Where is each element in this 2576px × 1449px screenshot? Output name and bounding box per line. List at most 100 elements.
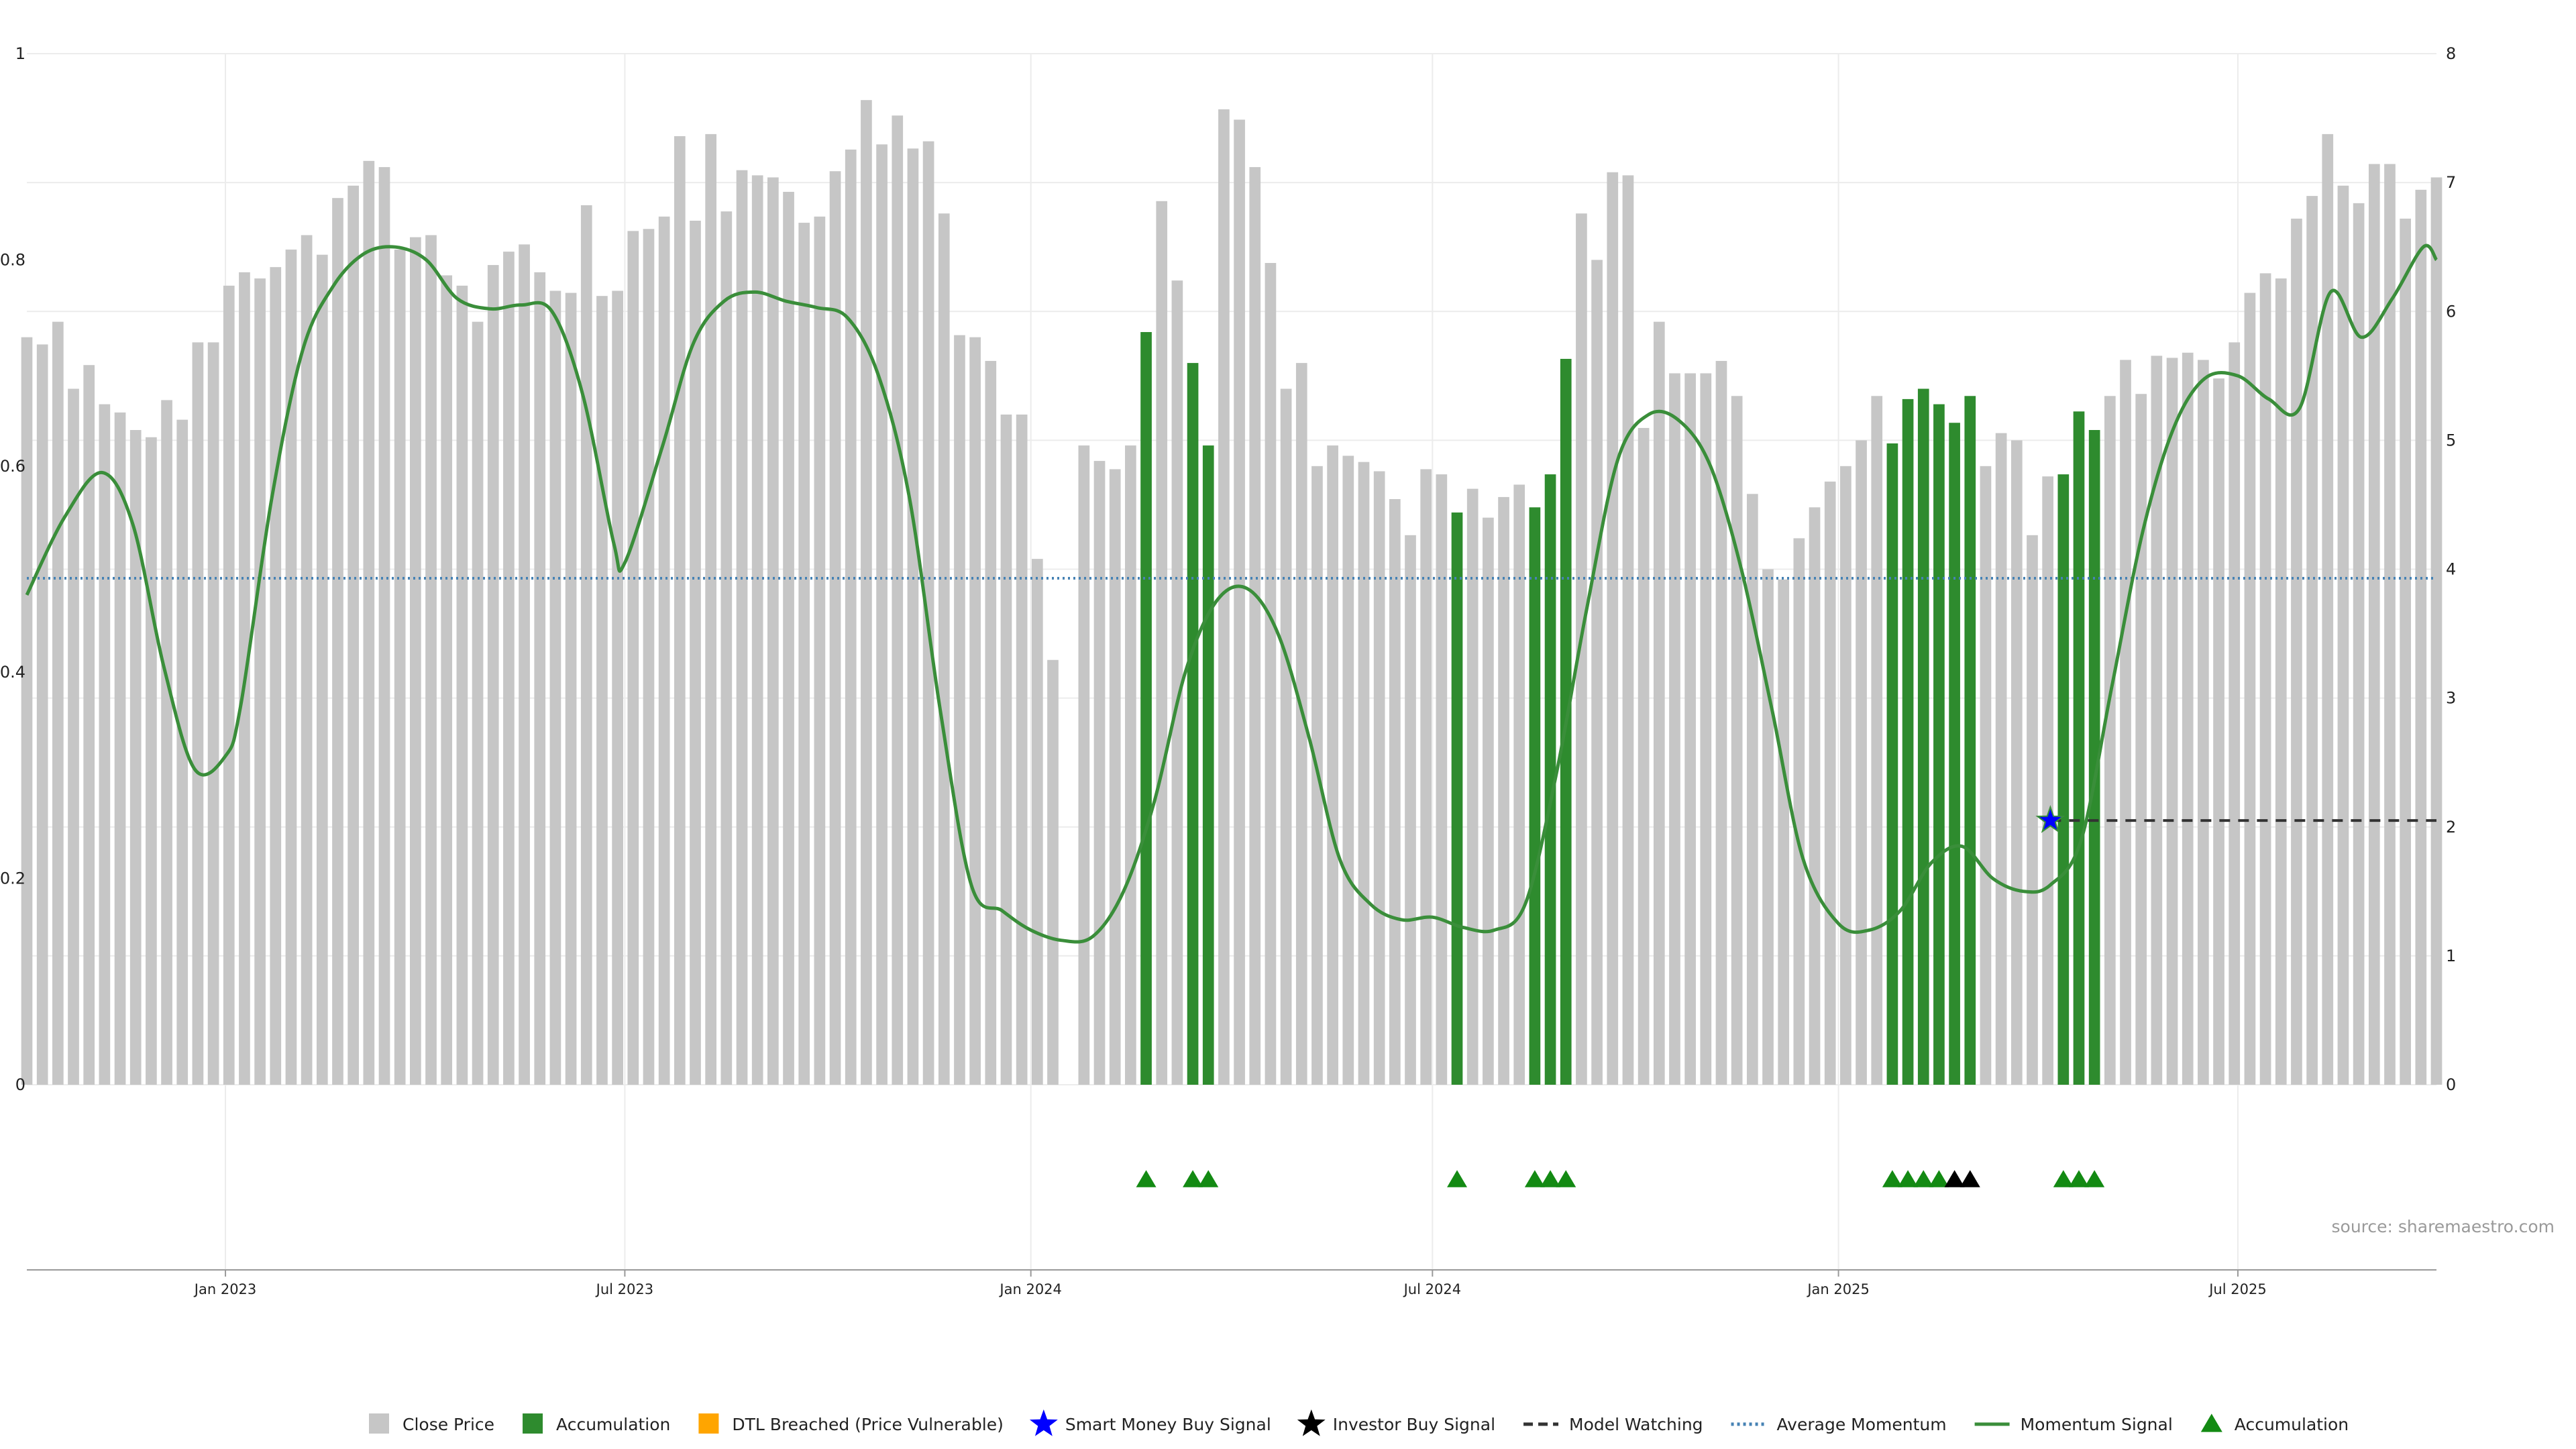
close-price-bar: [1420, 469, 1432, 1085]
close-price-bar: [751, 175, 763, 1085]
y-right-tick-label: 4: [2446, 560, 2456, 579]
close-price-bar: [1373, 471, 1385, 1085]
close-price-bar: [2104, 396, 2116, 1085]
legend-label: Smart Money Buy Signal: [1065, 1415, 1271, 1434]
close-price-bar: [1591, 260, 1603, 1085]
y-right-tick-label: 2: [2446, 818, 2456, 837]
close-price-bar: [861, 100, 872, 1085]
legend-label: Accumulation: [556, 1415, 670, 1434]
legend-item: Accumulation: [523, 1413, 670, 1434]
source-credit: source: sharemaestro.com: [2332, 1217, 2555, 1236]
close-price-bar: [1280, 388, 1292, 1085]
close-price-bar: [2027, 535, 2038, 1085]
close-price-bar: [487, 265, 499, 1085]
x-tick-label: Jan 2023: [193, 1281, 257, 1297]
close-price-bar: [2198, 360, 2209, 1085]
close-price-bar: [83, 365, 95, 1085]
y-left-tick-label: 0.6: [0, 457, 25, 476]
close-price-bar: [2259, 273, 2271, 1085]
close-price-bar: [985, 361, 997, 1085]
close-price-bar: [1622, 175, 1634, 1085]
close-price-bar: [1607, 172, 1619, 1085]
legend-label: DTL Breached (Price Vulnerable): [732, 1415, 1003, 1434]
close-price-bar: [1405, 535, 1416, 1085]
close-price-bar: [223, 285, 235, 1085]
close-price-bar: [2151, 356, 2163, 1085]
close-price-bar: [1513, 484, 1525, 1085]
close-price-bar: [456, 285, 468, 1085]
close-price-bar: [2368, 164, 2380, 1085]
x-tick-label: Jul 2023: [595, 1281, 653, 1297]
close-price-bar: [565, 292, 577, 1085]
close-price-bar: [1000, 414, 1012, 1085]
legend-item: Model Watching: [1523, 1415, 1703, 1434]
accumulation-bar: [1544, 474, 1556, 1085]
close-price-bar: [270, 267, 282, 1085]
close-price-bar: [1669, 373, 1680, 1085]
close-price-bar: [534, 272, 546, 1085]
accumulation-marker: [2068, 1170, 2089, 1187]
accumulation-bar: [2057, 474, 2070, 1085]
close-price-bar: [814, 216, 826, 1085]
accumulation-marker: [1540, 1170, 1561, 1187]
close-price-bars: [21, 100, 2443, 1085]
close-price-bar: [1809, 507, 1821, 1085]
close-price-bar: [643, 229, 655, 1085]
close-price-bar: [378, 167, 390, 1085]
close-price-bar: [207, 342, 219, 1085]
legend-label: Average Momentum: [1777, 1415, 1947, 1434]
y-right-tick-label: 5: [2446, 431, 2456, 449]
close-price-bar: [1576, 213, 1587, 1085]
legend-item: Investor Buy Signal: [1297, 1409, 1495, 1436]
x-tick-label: Jul 2024: [1403, 1281, 1461, 1297]
accumulation-bar: [2073, 411, 2085, 1085]
close-price-bar: [99, 404, 111, 1085]
close-price-bar: [1746, 494, 1758, 1085]
legend-item: DTL Breached (Price Vulnerable): [698, 1413, 1004, 1434]
close-price-bar: [549, 290, 561, 1085]
legend-swatch: [698, 1413, 719, 1434]
close-price-bar: [845, 149, 857, 1085]
chart-axes: 0 0.2 0.4 0.6 0.8 1 0 1 2 3 4 5 6 7 8 Jan 2023 Jul 2023 J…: [0, 44, 2456, 1297]
accumulation-bar: [1529, 507, 1541, 1085]
close-price-bar: [2430, 177, 2443, 1085]
close-price-bar: [1483, 517, 1494, 1085]
close-price-bar: [2337, 185, 2349, 1085]
close-price-bar: [2182, 352, 2194, 1085]
close-price-bar: [1109, 469, 1121, 1085]
close-price-bar: [2400, 218, 2411, 1085]
close-price-bar: [1778, 579, 1790, 1085]
y-left-tick-label: 0: [15, 1075, 25, 1094]
x-tick-label: Jan 2025: [1806, 1281, 1870, 1297]
close-price-bar: [410, 237, 421, 1085]
accumulation-bar: [1902, 398, 1914, 1085]
close-price-bar: [1389, 498, 1401, 1085]
accumulation-bar: [1140, 331, 1152, 1085]
close-price-bar: [1358, 462, 1370, 1085]
accumulation-bar: [1964, 396, 1976, 1085]
legend-triangle-icon: [2200, 1413, 2222, 1432]
y-left-tick-label: 0.2: [0, 869, 25, 888]
accumulation-marker: [1913, 1170, 1934, 1187]
close-price-bar: [2275, 278, 2287, 1085]
close-price-bar: [658, 216, 670, 1085]
close-price-bar: [1856, 440, 1867, 1085]
legend-item: Momentum Signal: [1974, 1415, 2173, 1434]
close-price-bar: [674, 136, 686, 1085]
accumulation-bar: [1949, 423, 1960, 1085]
close-price-bar: [783, 191, 794, 1085]
close-price-bar: [2306, 196, 2318, 1085]
close-price-bar: [876, 144, 888, 1085]
close-price-bar: [1466, 488, 1479, 1085]
close-price-bar: [892, 115, 904, 1085]
close-price-bar: [394, 250, 406, 1085]
legend-item: Smart Money Buy Signal: [1029, 1409, 1271, 1436]
close-price-bar: [1031, 559, 1043, 1085]
close-price-bar: [316, 254, 328, 1085]
chart-lines: [25, 244, 2438, 944]
accumulation-marker: [1198, 1170, 1219, 1187]
close-price-bar: [472, 321, 484, 1085]
close-price-bar: [1218, 109, 1230, 1085]
accumulation-bar: [1187, 363, 1199, 1085]
